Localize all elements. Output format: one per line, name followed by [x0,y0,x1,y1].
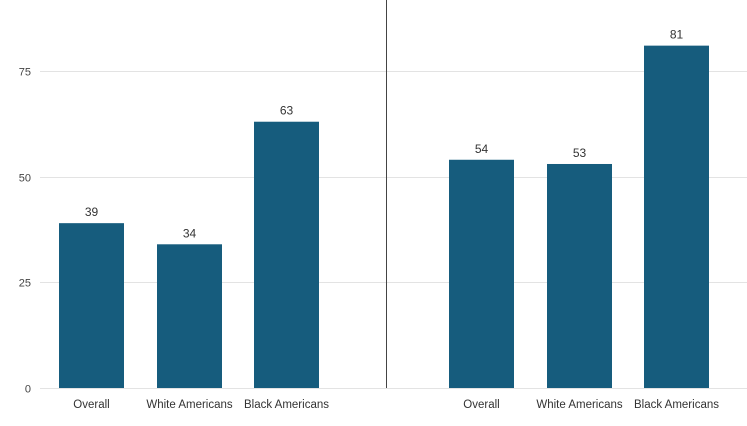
category-label-panel1-3: Black Americans [244,399,329,411]
bar-panel1-3 [254,121,319,388]
value-label-panel2-1: 54 [475,142,489,156]
value-label-panel1-2: 34 [183,226,197,240]
bar-panel1-2 [157,244,222,388]
category-label-panel1-2: White Americans [146,399,233,411]
bar-panel1-1 [59,223,124,388]
category-label-panel2-2: White Americans [536,399,623,411]
category-label-panel1-1: Overall [73,399,109,411]
category-label-panel2-3: Black Americans [634,399,719,411]
value-label-panel2-3: 81 [670,28,684,42]
y-tick-label-0: 0 [25,384,31,396]
y-tick-label-50: 50 [19,173,31,185]
y-tick-label-25: 25 [19,278,31,290]
category-label-panel2-1: Overall [463,399,499,411]
value-label-panel1-1: 39 [85,205,99,219]
bar-panel2-2 [547,163,612,388]
bar-panel2-1 [449,159,514,388]
y-tick-label-75: 75 [19,67,31,79]
value-label-panel1-3: 63 [280,104,294,118]
bar-panel2-3 [644,45,709,388]
value-label-panel2-2: 53 [573,146,587,160]
